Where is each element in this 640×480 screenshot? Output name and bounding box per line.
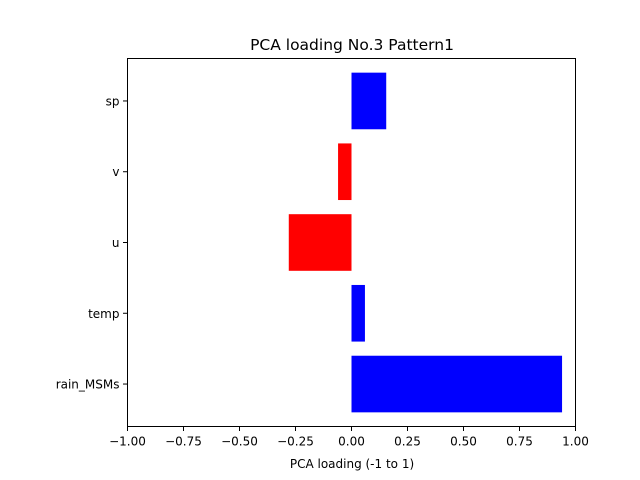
y-tick-label: v — [112, 165, 119, 179]
y-tick-label: sp — [106, 94, 120, 108]
bar-u — [288, 214, 352, 271]
x-tick-label: 1.00 — [562, 435, 589, 449]
bars — [288, 72, 563, 413]
y-tick-label: u — [112, 236, 120, 250]
x-axis: −1.00 −0.75 −0.50 −0.25 0.00 0.25 0.50 0.75 1.00 — [109, 426, 589, 449]
x-tick-label: 0.50 — [450, 435, 477, 449]
x-tick-label: −0.25 — [277, 435, 314, 449]
x-tick-label: −1.00 — [109, 435, 146, 449]
x-tick-label: 0.25 — [394, 435, 421, 449]
y-tick-label: temp — [88, 307, 119, 321]
x-tick-label: −0.50 — [221, 435, 258, 449]
y-tick-label: rain_MSMs — [56, 378, 120, 392]
bar-temp — [351, 284, 365, 342]
x-axis-label: PCA loading (-1 to 1) — [290, 457, 414, 471]
x-tick-label: −0.75 — [165, 435, 202, 449]
chart-title: PCA loading No.3 Pattern1 — [250, 36, 454, 54]
y-axis: rain_MSMs temp u v sp — [56, 94, 128, 392]
bar-sp — [351, 72, 387, 130]
bar-rain-msms — [351, 355, 563, 413]
x-tick-label: 0.75 — [506, 435, 533, 449]
bar-v — [338, 143, 352, 201]
x-tick-label: 0.00 — [338, 435, 365, 449]
